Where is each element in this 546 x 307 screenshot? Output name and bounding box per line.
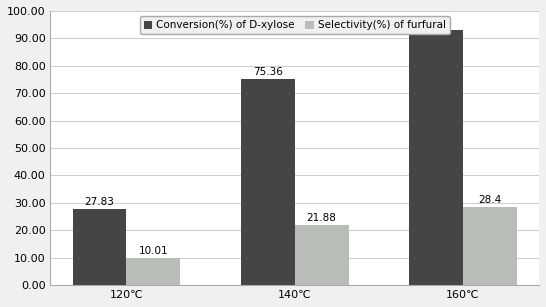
Bar	[409, 30, 463, 285]
Bar	[73, 209, 127, 285]
Bar	[241, 79, 295, 285]
Legend: Conversion(%) of D-xylose, Selectivity(%) of furfural: Conversion(%) of D-xylose, Selectivity(%…	[140, 16, 450, 34]
Text: 93.1: 93.1	[424, 18, 448, 28]
Bar	[295, 225, 348, 285]
Text: 10.01: 10.01	[139, 246, 168, 256]
Bar	[127, 258, 180, 285]
Text: 75.36: 75.36	[253, 67, 283, 77]
Text: 28.4: 28.4	[478, 195, 502, 205]
Text: 21.88: 21.88	[307, 213, 336, 223]
Bar	[463, 207, 517, 285]
Text: 27.83: 27.83	[85, 197, 115, 207]
